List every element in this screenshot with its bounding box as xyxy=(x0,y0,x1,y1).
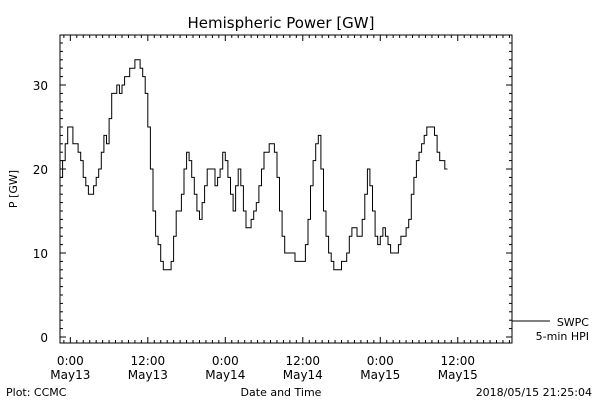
x-tick-time-label: 12:00 xyxy=(131,354,166,368)
x-axis-label: Date and Time xyxy=(241,386,322,399)
legend: SWPC 5-min HPI xyxy=(512,316,589,343)
x-tick-date-label: May15 xyxy=(438,368,478,382)
y-axis: 0 10 20 30 xyxy=(33,42,512,345)
x-tick-time-label: 12:00 xyxy=(440,354,475,368)
x-tick-date-label: May14 xyxy=(283,368,323,382)
y-tick-label: 10 xyxy=(33,247,48,261)
x-tick-date-label: May13 xyxy=(50,368,90,382)
x-axis: 0:00May1312:00May130:00May1412:00May140:… xyxy=(50,35,510,382)
plot-frame xyxy=(59,34,513,344)
x-tick-time-label: 0:00 xyxy=(57,354,84,368)
y-tick-label: 0 xyxy=(40,331,48,345)
y-tick-label: 20 xyxy=(33,163,48,177)
legend-entry-hpi: 5-min HPI xyxy=(536,330,589,343)
timestamp: 2018/05/15 21:25:04 xyxy=(476,386,592,399)
x-tick-date-label: May13 xyxy=(128,368,168,382)
x-tick-date-label: May14 xyxy=(205,368,245,382)
chart-title: Hemispheric Power [GW] xyxy=(188,14,375,32)
x-tick-time-label: 12:00 xyxy=(285,354,320,368)
x-tick-date-label: May15 xyxy=(360,368,400,382)
y-axis-label: P [GW] xyxy=(7,170,20,208)
legend-entry-swpc: SWPC xyxy=(557,316,589,329)
plot-credit: Plot: CCMC xyxy=(6,386,67,399)
x-tick-time-label: 0:00 xyxy=(212,354,239,368)
x-tick-time-label: 0:00 xyxy=(367,354,394,368)
y-tick-label: 30 xyxy=(33,79,48,93)
series-line-swpc xyxy=(60,59,448,271)
